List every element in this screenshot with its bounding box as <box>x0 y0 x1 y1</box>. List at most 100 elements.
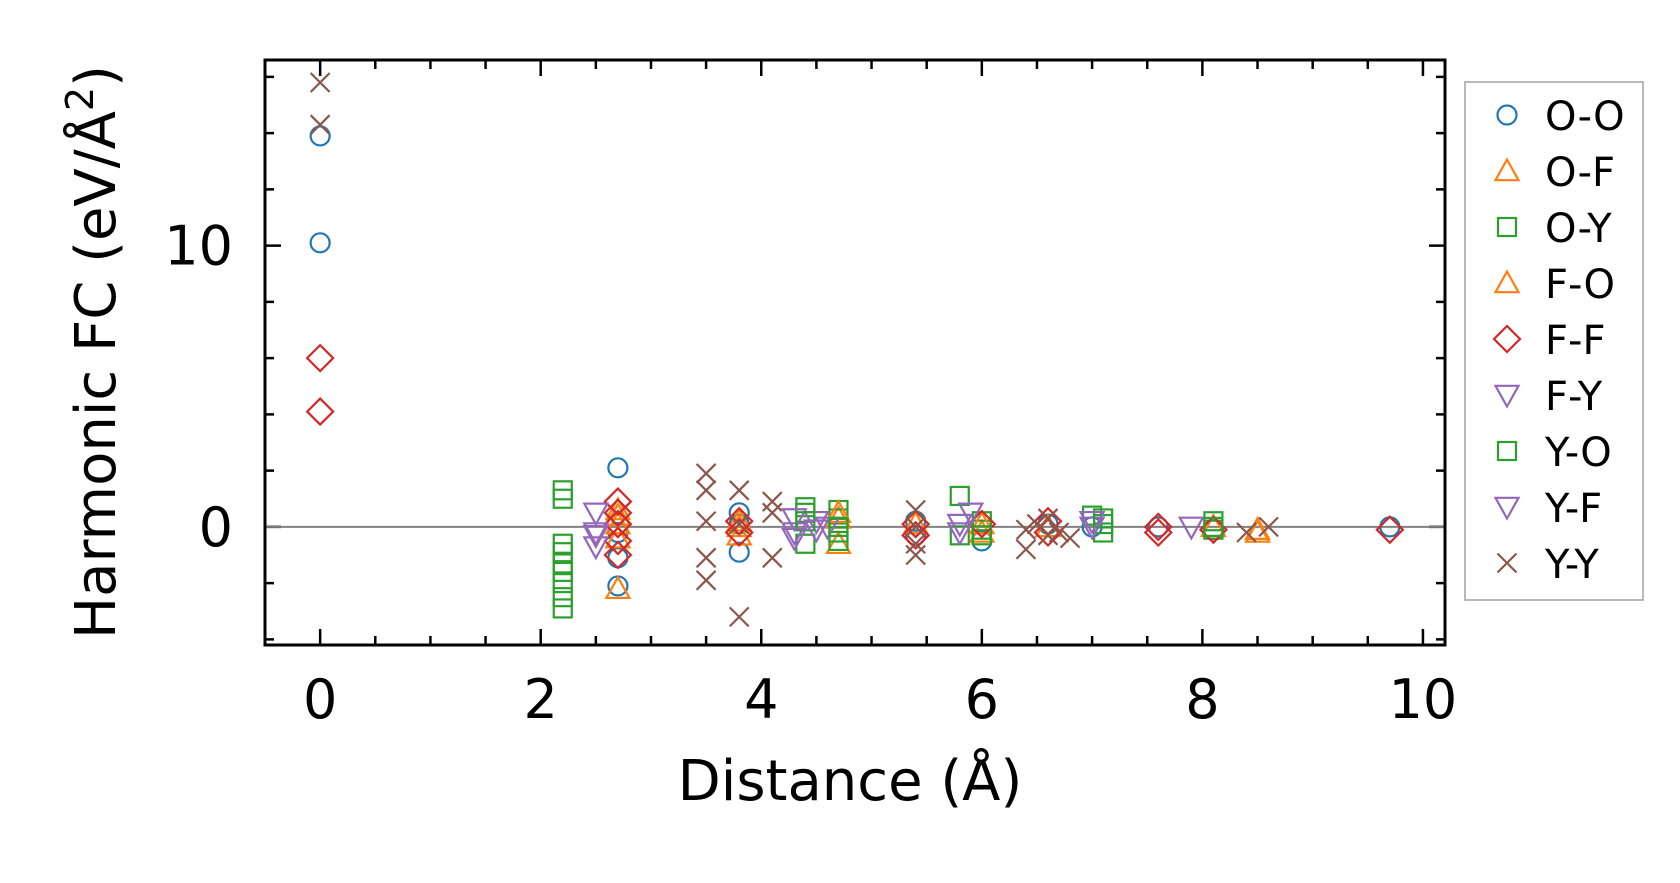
point-y-y <box>905 544 926 566</box>
point-y-f <box>582 522 610 547</box>
point-f-f <box>1375 515 1405 545</box>
point-f-f <box>603 540 633 570</box>
point-f-f <box>305 343 335 373</box>
point-f-o <box>825 499 852 524</box>
y-axis-label-close: ) <box>64 65 129 87</box>
legend-marker-y-y <box>1496 552 1518 574</box>
x-tick-labels: 0 2 4 6 8 10 <box>303 668 1457 731</box>
legend: O-O O-F O-Y F-O F-F F-Y Y-O Y-F Y-Y <box>1464 81 1644 601</box>
point-o-o <box>309 125 331 147</box>
point-y-f <box>1078 510 1106 536</box>
point-f-f <box>305 397 335 427</box>
y-axis-label: Harmonic FC (eV/Å2) <box>58 65 129 639</box>
point-y-y <box>762 547 783 569</box>
point-o-y <box>552 488 573 509</box>
point-f-y <box>803 510 830 536</box>
point-o-f <box>902 510 930 535</box>
point-o-y <box>949 485 970 507</box>
point-y-y <box>695 510 717 532</box>
y-axis-label-superscript: 2 <box>58 87 102 111</box>
x-axis-label: Distance (Å) <box>678 748 1023 814</box>
point-o-f <box>604 510 632 535</box>
point-f-y <box>780 508 808 533</box>
point-f-y <box>946 513 974 538</box>
point-y-y <box>1048 522 1070 543</box>
point-o-o <box>1147 516 1169 538</box>
point-o-o <box>309 232 331 254</box>
point-y-y <box>1059 527 1081 549</box>
point-o-y <box>552 587 573 608</box>
data-points <box>305 72 1405 628</box>
legend-label-y-f: Y-F <box>1544 486 1602 532</box>
y-tick-label: 0 <box>199 496 233 559</box>
legend-marker-y-o <box>1496 440 1518 462</box>
point-f-f <box>603 487 633 517</box>
legend-marker-o-f <box>1493 157 1521 182</box>
x-tick-label: 10 <box>1389 668 1458 731</box>
x-tick-label: 8 <box>1185 668 1219 731</box>
point-f-f <box>724 517 754 548</box>
point-y-y <box>905 499 926 521</box>
point-o-f <box>725 507 753 532</box>
point-y-y <box>728 480 750 501</box>
legend-label-f-y: F-Y <box>1545 374 1603 420</box>
point-y-y <box>1015 519 1037 540</box>
point-y-y <box>1258 516 1279 538</box>
legend-marker-f-o <box>1493 269 1521 294</box>
point-y-y <box>309 72 331 93</box>
point-y-o <box>971 525 992 546</box>
point-f-y <box>582 536 610 561</box>
point-o-y <box>552 573 573 594</box>
point-f-y <box>1177 516 1205 541</box>
point-f-y <box>957 502 985 527</box>
point-y-o <box>828 516 849 537</box>
point-o-o <box>607 547 629 569</box>
point-y-y <box>695 570 717 591</box>
point-f-f <box>603 509 633 539</box>
point-f-y <box>582 502 610 527</box>
point-y-y <box>695 463 717 484</box>
x-tick-label: 4 <box>744 668 778 731</box>
legend-label-y-o: Y-O <box>1544 430 1612 476</box>
point-y-f <box>803 519 830 544</box>
x-tick-label: 6 <box>965 668 999 731</box>
legend-label-f-f: F-F <box>1545 318 1605 364</box>
point-f-f <box>1143 517 1173 548</box>
legend-label-f-o: F-O <box>1545 262 1615 308</box>
point-y-y <box>1236 522 1257 543</box>
point-o-y <box>828 530 849 552</box>
point-o-o <box>607 457 629 479</box>
point-y-o <box>552 533 573 554</box>
point-y-y <box>905 516 926 538</box>
legend-label-o-f: O-F <box>1545 150 1615 196</box>
x-tick-label: 2 <box>524 668 558 731</box>
point-y-f <box>780 527 808 552</box>
legend-label-o-y: O-Y <box>1545 206 1612 252</box>
point-y-y <box>1037 508 1059 529</box>
point-y-y <box>695 547 717 569</box>
legend-marker-y-f <box>1493 496 1521 521</box>
point-f-o <box>604 524 632 549</box>
point-y-y <box>1015 539 1037 560</box>
point-y-y <box>309 114 331 135</box>
legend-label-o-o: O-O <box>1545 94 1625 140</box>
point-f-f <box>901 520 931 550</box>
point-y-o <box>1093 508 1114 529</box>
point-o-y <box>552 561 573 582</box>
point-y-o <box>1203 516 1224 537</box>
point-y-y <box>762 491 783 512</box>
legend-marker-f-y <box>1493 384 1521 409</box>
y-tick-labels: 0 10 <box>164 215 233 559</box>
legend-label-y-y: Y-Y <box>1544 542 1599 588</box>
point-f-f <box>603 526 633 556</box>
legend-marker-o-o <box>1496 104 1518 126</box>
point-y-y <box>762 502 783 524</box>
point-f-f <box>1143 512 1173 542</box>
point-y-y <box>728 513 750 535</box>
point-y-y <box>728 606 750 628</box>
legend-marker-o-y <box>1496 216 1518 238</box>
point-f-y <box>814 516 841 541</box>
x-tick-label: 0 <box>303 668 337 731</box>
point-o-f <box>604 574 632 600</box>
point-f-f <box>603 498 633 528</box>
